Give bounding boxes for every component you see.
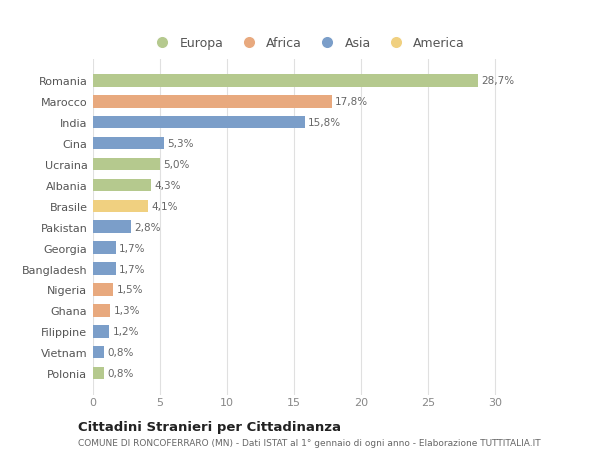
Bar	[93, 179, 151, 192]
Text: 4,3%: 4,3%	[154, 180, 181, 190]
Text: 0,8%: 0,8%	[107, 347, 133, 358]
Text: 15,8%: 15,8%	[308, 118, 341, 128]
Bar	[93, 304, 110, 317]
Bar	[93, 200, 148, 213]
Text: 1,3%: 1,3%	[114, 306, 140, 316]
Bar	[93, 221, 131, 234]
Bar	[93, 284, 113, 296]
Text: 1,7%: 1,7%	[119, 243, 146, 253]
Text: 1,2%: 1,2%	[112, 326, 139, 336]
Bar	[93, 367, 104, 380]
Bar	[93, 117, 305, 129]
Text: 17,8%: 17,8%	[335, 97, 368, 107]
Bar	[93, 242, 116, 254]
Text: 5,0%: 5,0%	[163, 160, 190, 170]
Text: 28,7%: 28,7%	[481, 76, 514, 86]
Text: Cittadini Stranieri per Cittadinanza: Cittadini Stranieri per Cittadinanza	[78, 420, 341, 433]
Bar	[93, 138, 164, 150]
Text: 2,8%: 2,8%	[134, 222, 160, 232]
Text: COMUNE DI RONCOFERRARO (MN) - Dati ISTAT al 1° gennaio di ogni anno - Elaborazio: COMUNE DI RONCOFERRARO (MN) - Dati ISTAT…	[78, 438, 541, 448]
Bar	[93, 346, 104, 358]
Text: 0,8%: 0,8%	[107, 368, 133, 378]
Text: 1,7%: 1,7%	[119, 264, 146, 274]
Text: 5,3%: 5,3%	[167, 139, 194, 149]
Bar	[93, 325, 109, 338]
Bar	[93, 96, 332, 108]
Bar	[93, 75, 478, 87]
Bar	[93, 158, 160, 171]
Bar	[93, 263, 116, 275]
Text: 4,1%: 4,1%	[151, 202, 178, 211]
Text: 1,5%: 1,5%	[116, 285, 143, 295]
Legend: Europa, Africa, Asia, America: Europa, Africa, Asia, America	[145, 33, 470, 56]
